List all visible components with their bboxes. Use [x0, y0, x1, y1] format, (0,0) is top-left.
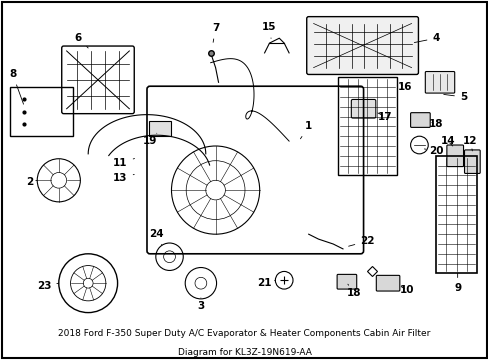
Text: 18: 18: [428, 120, 443, 130]
Text: 24: 24: [149, 229, 164, 245]
FancyBboxPatch shape: [446, 145, 463, 167]
Text: 6: 6: [75, 33, 88, 48]
Text: 10: 10: [399, 285, 413, 295]
FancyBboxPatch shape: [376, 275, 399, 291]
Text: Diagram for KL3Z-19N619-AA: Diagram for KL3Z-19N619-AA: [177, 348, 311, 357]
FancyBboxPatch shape: [350, 99, 375, 118]
FancyBboxPatch shape: [410, 113, 429, 127]
FancyBboxPatch shape: [149, 121, 170, 136]
Text: 15: 15: [262, 22, 276, 39]
Text: 16: 16: [397, 82, 411, 92]
Text: 1: 1: [300, 121, 312, 139]
Text: 2: 2: [26, 177, 37, 187]
Text: 22: 22: [348, 236, 374, 246]
FancyBboxPatch shape: [306, 17, 418, 75]
Text: 5: 5: [443, 92, 466, 102]
Text: 14: 14: [440, 136, 454, 146]
Text: 12: 12: [462, 136, 477, 151]
FancyBboxPatch shape: [464, 150, 479, 174]
Text: 20: 20: [424, 146, 443, 156]
Text: 21: 21: [257, 278, 275, 288]
Text: 8: 8: [9, 69, 23, 104]
Text: 23: 23: [37, 281, 59, 291]
Text: 13: 13: [113, 174, 134, 183]
FancyBboxPatch shape: [425, 72, 454, 93]
Text: 7: 7: [211, 23, 219, 42]
Text: 18: 18: [346, 284, 360, 298]
FancyBboxPatch shape: [336, 274, 356, 289]
Text: 2018 Ford F-350 Super Duty A/C Evaporator & Heater Components Cabin Air Filter: 2018 Ford F-350 Super Duty A/C Evaporato…: [58, 328, 430, 338]
Text: 9: 9: [453, 273, 460, 293]
Text: 4: 4: [413, 33, 439, 43]
Text: 19: 19: [142, 133, 157, 146]
Text: 3: 3: [197, 298, 204, 311]
Text: 17: 17: [377, 112, 392, 122]
Text: 11: 11: [113, 158, 134, 168]
